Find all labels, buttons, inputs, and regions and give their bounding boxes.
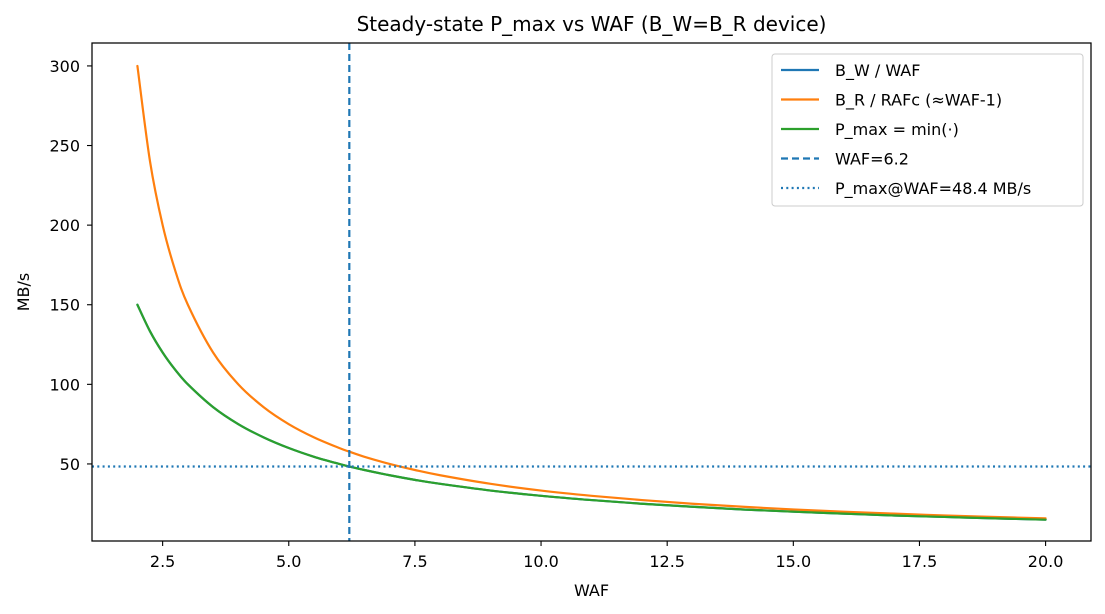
y-tick-label: 50 [60, 455, 80, 474]
y-axis-label: MB/s [14, 273, 33, 312]
legend-label: P_max@WAF=48.4 MB/s [835, 179, 1031, 199]
y-tick-label: 100 [49, 375, 80, 394]
x-tick-label: 12.5 [649, 552, 685, 571]
legend-label: WAF=6.2 [835, 150, 909, 169]
plot-frame [91, 42, 1092, 542]
x-tick-label: 7.5 [402, 552, 427, 571]
x-tick-label: 2.5 [150, 552, 175, 571]
x-axis: 2.5 5.0 7.5 10.0 12.5 15.0 17.5 20.0 [150, 541, 1063, 571]
legend-label: B_W / WAF [835, 61, 920, 81]
series-b-r-rafc-waf-1 [136, 64, 1047, 520]
chart-title: Steady-state P_max vs WAF (B_W=B_R devic… [357, 12, 827, 36]
y-axis: 50 100 150 200 250 300 [49, 57, 92, 474]
x-tick-label: 10.0 [523, 552, 559, 571]
legend-box [771, 53, 1084, 207]
x-tick-label: 17.5 [902, 552, 938, 571]
legend-label: B_R / RAFc (≈WAF-1) [835, 91, 1002, 111]
x-tick-label: 20.0 [1028, 552, 1064, 571]
y-tick-label: 250 [49, 137, 80, 156]
y-tick-label: 150 [49, 296, 80, 315]
y-tick-label: 300 [49, 57, 80, 76]
x-tick-label: 15.0 [776, 552, 812, 571]
series-p-max-min [136, 303, 1047, 521]
x-axis-label: WAF [574, 581, 609, 600]
legend-label: P_max = min(·) [835, 120, 959, 140]
series-layer [92, 43, 1091, 541]
legend: B_W / WAF B_R / RAFc (≈WAF-1) P_max = min(… [771, 53, 1084, 207]
x-tick-label: 5.0 [276, 552, 301, 571]
y-tick-label: 200 [49, 216, 80, 235]
